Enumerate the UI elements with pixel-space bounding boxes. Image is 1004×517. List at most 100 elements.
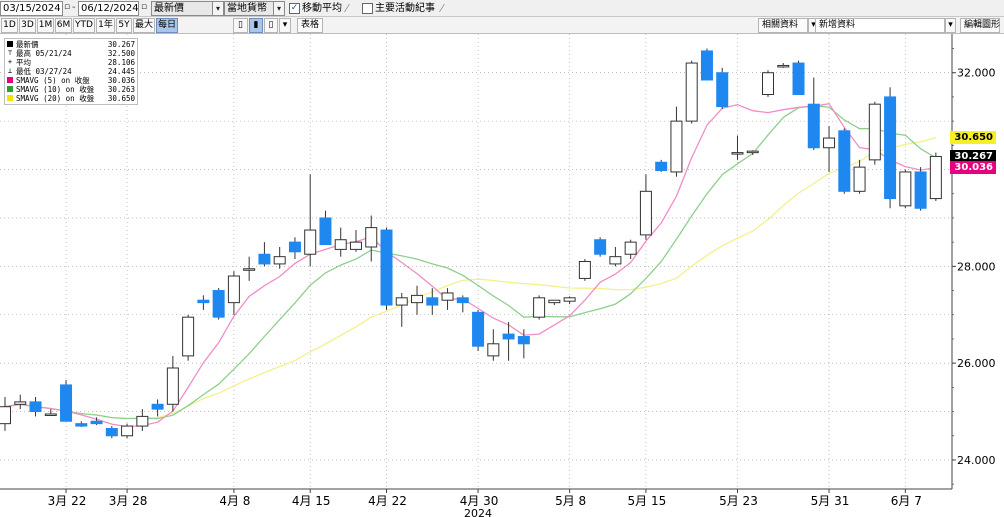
x-tick-label: 3月 28 — [109, 494, 148, 508]
candle — [334, 227, 347, 257]
moving-avg-label[interactable]: 移動平均 — [302, 3, 342, 14]
legend-marker-icon: + — [7, 58, 13, 66]
edit-pencil-icon[interactable]: ⁄ — [346, 2, 348, 15]
candle — [792, 60, 805, 96]
period-button[interactable]: 1D — [1, 18, 18, 33]
chevron-down-icon[interactable]: ▾ — [279, 18, 291, 33]
edit-pencil-icon[interactable]: ⁄ — [441, 2, 443, 15]
currency-select[interactable]: 當地貨幣 — [224, 1, 274, 16]
calendar-icon[interactable]: ▫ — [140, 2, 148, 12]
candle-body-down — [90, 420, 103, 425]
candle — [105, 426, 118, 439]
edit-chart-button[interactable]: 編輯圖形 — [960, 18, 1000, 33]
period-button[interactable]: 每日 — [156, 18, 178, 33]
candle — [502, 322, 515, 361]
candle — [823, 125, 836, 172]
legend-label: SMAVG (5) on 收盤 — [16, 76, 90, 85]
candle-body-up — [304, 229, 317, 255]
top-toolbar: 03/15/2024 ▫ - 06/12/2024 ▫ 最新價 ▾ 當地貨幣 ▾… — [0, 0, 1004, 17]
period-button[interactable]: YTD — [73, 18, 95, 33]
period-button[interactable]: 6M — [55, 18, 72, 33]
candle — [243, 256, 256, 281]
candle-body-down — [380, 229, 393, 306]
events-label[interactable]: 主要活動紀事 — [375, 3, 435, 14]
candle — [60, 380, 73, 422]
candle — [182, 314, 195, 361]
candle — [731, 135, 744, 160]
candle-body-up — [533, 297, 546, 318]
candle — [441, 288, 454, 310]
candle-body-up — [746, 150, 759, 154]
candle — [838, 128, 851, 194]
x-tick-label: 3月 22 — [48, 494, 87, 508]
chevron-down-icon[interactable]: ▾ — [273, 1, 285, 16]
x-tick-label: 5月 8 — [555, 494, 586, 508]
moving-avg-checkbox[interactable]: ✓ — [289, 3, 300, 14]
price-chart[interactable]: 24.000 26.000 28.000 32.000 3月 22 3月 28 4月 8 4月… — [0, 34, 1004, 517]
chart-type-icon[interactable]: ▯ — [233, 18, 248, 33]
legend-label: SMAVG (10) on 收盤 — [16, 85, 95, 94]
period-button[interactable]: 1年 — [96, 18, 115, 33]
candle — [868, 101, 881, 165]
legend-item: 最新價 30.267 — [7, 40, 135, 49]
candle — [14, 394, 27, 410]
candle-body-up — [853, 166, 866, 192]
legend-marker-icon — [7, 41, 13, 47]
candlestick-layer — [0, 48, 942, 439]
candle — [258, 242, 271, 267]
period-button[interactable]: 1M — [37, 18, 54, 33]
calendar-icon[interactable]: ▫ — [63, 2, 71, 12]
events-checkbox[interactable] — [362, 3, 373, 14]
chevron-down-icon[interactable]: ▾ — [945, 18, 956, 33]
candle-body-down — [258, 253, 271, 265]
candle — [899, 169, 912, 209]
candle-body-down — [838, 130, 851, 192]
candle-icon[interactable]: ▮ — [249, 18, 263, 33]
candle — [273, 246, 286, 269]
candle-body-up — [14, 401, 27, 405]
legend-label: 最低 03/27/24 — [16, 67, 72, 76]
candle — [44, 409, 57, 416]
candle-body-up — [899, 171, 912, 207]
candle-body-down — [456, 297, 469, 304]
legend-value: 30.267 — [107, 40, 135, 49]
period-button[interactable]: 最大 — [133, 18, 155, 33]
candle — [578, 259, 591, 281]
candle — [884, 87, 897, 209]
legend-marker-icon — [7, 86, 13, 92]
candle-body-down — [426, 297, 439, 306]
end-date-field[interactable]: 06/12/2024 — [78, 1, 139, 16]
candle — [380, 227, 393, 310]
new-data-field[interactable]: 新增資料 — [815, 18, 945, 33]
legend-item: + 平均 28.106 — [7, 58, 135, 67]
candle — [472, 309, 485, 352]
candle — [136, 409, 149, 431]
chart-options-icon[interactable]: ▯ — [264, 18, 278, 33]
candle-body-down — [517, 336, 530, 345]
candle-body-up — [731, 152, 744, 155]
candle — [685, 60, 698, 124]
year-label: 2024 — [464, 507, 492, 517]
candle — [563, 296, 576, 305]
candle — [227, 271, 240, 315]
value-flag: 30.650 — [950, 131, 996, 145]
related-data-button[interactable]: 相關資料 — [758, 18, 808, 33]
legend-label: 最新價 — [16, 40, 39, 49]
candle-body-up — [365, 227, 378, 248]
chevron-down-icon[interactable]: ▾ — [212, 1, 224, 16]
candle-body-up — [44, 413, 57, 416]
candle-body-up — [273, 256, 286, 265]
candle — [762, 70, 774, 97]
period-button[interactable]: 5Y — [116, 18, 132, 33]
period-button[interactable]: 3D — [19, 18, 36, 33]
candle-body-up — [334, 239, 347, 250]
y-tick-label: 24.000 — [957, 454, 996, 467]
legend-value: 30.263 — [107, 85, 135, 94]
price-field-select[interactable]: 最新價 — [151, 1, 213, 16]
table-button[interactable]: 表格 — [297, 18, 324, 33]
candle — [533, 295, 546, 320]
candle-body-down — [502, 333, 515, 340]
candle — [426, 288, 439, 315]
candle — [319, 210, 332, 246]
start-date-field[interactable]: 03/15/2024 — [0, 1, 63, 16]
